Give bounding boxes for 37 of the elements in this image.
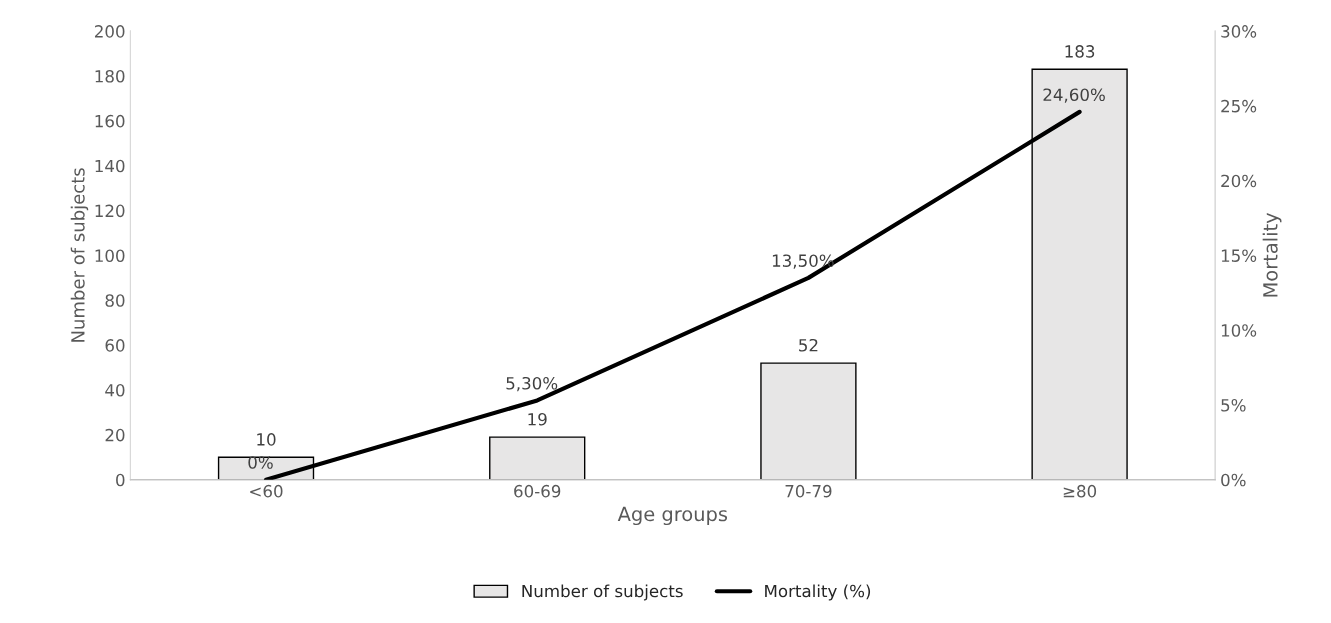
data-label: 19 <box>528 412 547 426</box>
y-tick-label: 200 <box>94 25 125 38</box>
y2-tick-label: 15% <box>1221 249 1257 262</box>
y2-tick-label: 10% <box>1221 324 1257 337</box>
data-label: 0% <box>248 456 273 469</box>
x-tick-label: ≥80 <box>1063 484 1097 498</box>
data-label: 183 <box>1065 45 1095 58</box>
y2-tick-label: 5% <box>1221 398 1246 412</box>
data-label: 13,50% <box>772 254 834 269</box>
y-tick-label: 80 <box>105 294 125 307</box>
bar <box>760 362 857 480</box>
y2-tick-label: 20% <box>1221 174 1257 188</box>
legend-label: Mortality (%) <box>765 584 871 601</box>
y-tick-label: 120 <box>95 204 125 218</box>
y-tick-label: 180 <box>95 69 125 83</box>
data-label: 10 <box>257 433 276 446</box>
y-tick-label: 20 <box>105 428 125 442</box>
y-axis-title: Number of subjects <box>70 168 89 342</box>
y2-tick-label: 30% <box>1221 25 1257 38</box>
data-label: 5,30% <box>506 376 558 392</box>
legend-label: Number of subjects <box>522 584 683 601</box>
y-tick-label: 60 <box>105 339 125 352</box>
x-tick-label: 70-79 <box>785 484 832 498</box>
data-label: 52 <box>799 338 818 352</box>
x-tick-label: <60 <box>250 484 283 498</box>
y2-tick-label: 25% <box>1221 99 1257 113</box>
bar <box>489 436 586 480</box>
y2-axis-title: Mortality <box>1262 212 1282 297</box>
y-tick-label: 0 <box>116 473 125 487</box>
x-tick-label: 60-69 <box>514 484 561 498</box>
y-tick-label: 40 <box>105 383 125 397</box>
y-tick-label: 160 <box>95 114 125 128</box>
y-tick-label: 100 <box>95 249 125 262</box>
y2-tick-label: 0% <box>1221 473 1246 487</box>
data-label: 24,60% <box>1043 88 1105 103</box>
y-tick-label: 140 <box>95 159 125 173</box>
x-axis-title: Age groups <box>617 506 728 526</box>
